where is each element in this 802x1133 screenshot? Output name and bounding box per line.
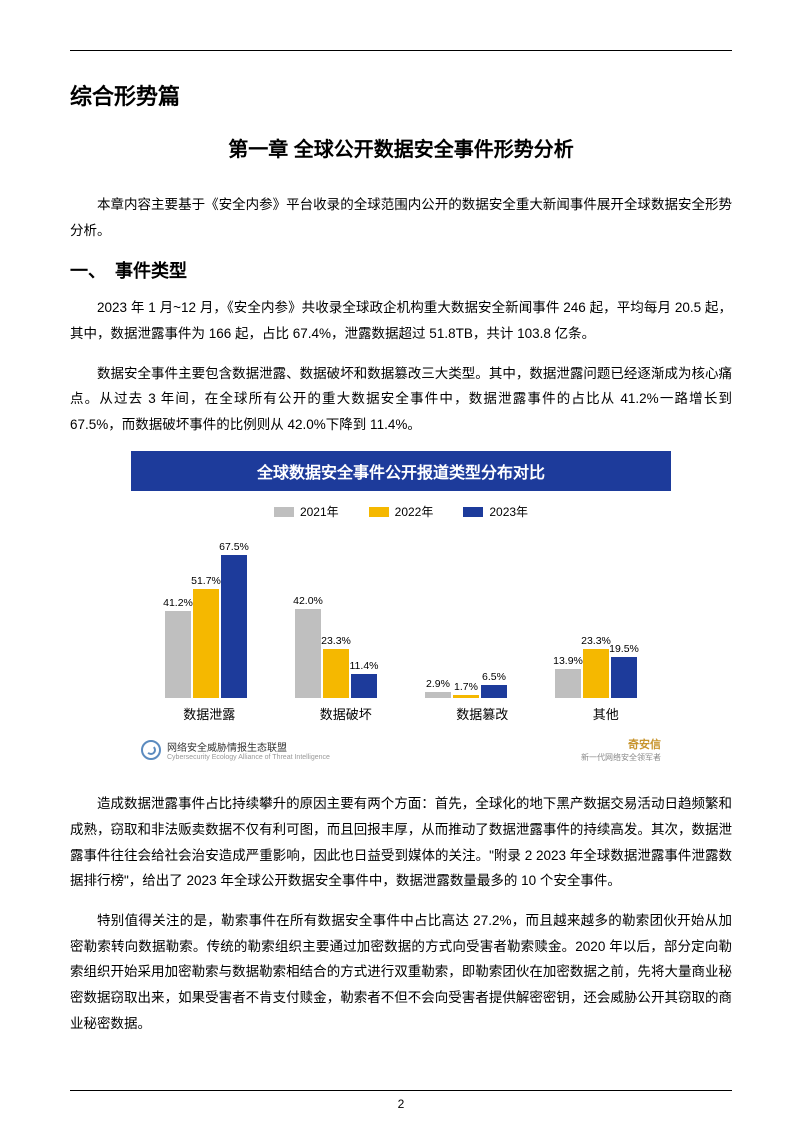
bar-value-label: 67.5% bbox=[219, 541, 249, 553]
legend-label: 2022年 bbox=[395, 503, 434, 520]
bar-value-label: 19.5% bbox=[609, 643, 639, 655]
footer-org-name: 网络安全威胁情报生态联盟 bbox=[167, 739, 330, 754]
bar-value-label: 11.4% bbox=[350, 660, 379, 672]
chart-container: 全球数据安全事件公开报道类型分布对比 2021年 2022年 2023年 41.… bbox=[131, 451, 671, 773]
chapter-title: 第一章 全球公开数据安全事件形势分析 bbox=[70, 133, 732, 162]
chart-title: 全球数据安全事件公开报道类型分布对比 bbox=[131, 451, 671, 491]
horizontal-rule-top bbox=[70, 50, 732, 51]
bar-group: 2.9%1.7%6.5% bbox=[425, 685, 507, 699]
alliance-logo-icon bbox=[141, 740, 161, 760]
chart-legend: 2021年 2022年 2023年 bbox=[131, 491, 671, 528]
bar: 19.5% bbox=[611, 657, 637, 698]
bar: 42.0% bbox=[295, 609, 321, 698]
bar: 1.7% bbox=[453, 695, 479, 699]
legend-swatch bbox=[463, 507, 483, 517]
bar: 67.5% bbox=[221, 555, 247, 698]
bar-group: 42.0%23.3%11.4% bbox=[295, 609, 377, 698]
bar: 23.3% bbox=[583, 649, 609, 699]
chart-plot: 41.2%51.7%67.5%42.0%23.3%11.4%2.9%1.7%6.… bbox=[131, 528, 671, 728]
chart-footer-left: 网络安全威胁情报生态联盟 Cybersecurity Ecology Allia… bbox=[141, 739, 330, 761]
legend-label: 2021年 bbox=[300, 503, 339, 520]
bar: 13.9% bbox=[555, 669, 581, 699]
bar-value-label: 6.5% bbox=[482, 671, 506, 683]
bar-value-label: 42.0% bbox=[293, 595, 323, 607]
legend-item: 2022年 bbox=[369, 503, 434, 520]
para-ransom: 特别值得关注的是，勒索事件在所有数据安全事件中占比高达 27.2%，而且越来越多… bbox=[70, 908, 732, 1036]
section-title: 综合形势篇 bbox=[70, 79, 732, 111]
heading-event-types: 一、 事件类型 bbox=[70, 257, 732, 283]
bar: 23.3% bbox=[323, 649, 349, 699]
footer-org-en: Cybersecurity Ecology Alliance of Threat… bbox=[167, 754, 330, 761]
bar: 41.2% bbox=[165, 611, 191, 699]
para-types: 数据安全事件主要包含数据泄露、数据破坏和数据篡改三大类型。其中，数据泄露问题已经… bbox=[70, 361, 732, 438]
axis-category-label: 数据篡改 bbox=[456, 704, 508, 723]
bar: 51.7% bbox=[193, 589, 219, 699]
bar: 6.5% bbox=[481, 685, 507, 699]
bar-value-label: 41.2% bbox=[163, 597, 193, 609]
intro-para: 本章内容主要基于《安全内参》平台收录的全球范围内公开的数据安全重大新闻事件展开全… bbox=[70, 192, 732, 243]
bar-value-label: 23.3% bbox=[321, 635, 351, 647]
legend-item: 2021年 bbox=[274, 503, 339, 520]
legend-item: 2023年 bbox=[463, 503, 528, 520]
bar-group: 41.2%51.7%67.5% bbox=[165, 555, 247, 698]
chart-footer: 网络安全威胁情报生态联盟 Cybersecurity Ecology Allia… bbox=[131, 728, 671, 773]
horizontal-rule-bottom bbox=[70, 1090, 732, 1091]
page-number: 2 bbox=[0, 1097, 802, 1111]
chart-footer-right: 奇安信 新一代网络安全领军者 bbox=[581, 736, 661, 763]
bar-value-label: 13.9% bbox=[553, 655, 583, 667]
bar-value-label: 23.3% bbox=[581, 635, 611, 647]
axis-category-label: 数据泄露 bbox=[183, 704, 235, 723]
bar-value-label: 51.7% bbox=[191, 575, 221, 587]
axis-category-label: 其他 bbox=[593, 704, 619, 723]
bar-value-label: 2.9% bbox=[426, 678, 450, 690]
qax-tagline: 新一代网络安全领军者 bbox=[581, 752, 661, 763]
qax-brand: 奇安信 bbox=[628, 739, 661, 751]
legend-label: 2023年 bbox=[489, 503, 528, 520]
legend-swatch bbox=[369, 507, 389, 517]
legend-swatch bbox=[274, 507, 294, 517]
para-stats: 2023 年 1 月~12 月，《安全内参》共收录全球政企机构重大数据安全新闻事… bbox=[70, 295, 732, 346]
bar: 11.4% bbox=[351, 674, 377, 698]
bar: 2.9% bbox=[425, 692, 451, 698]
para-causes: 造成数据泄露事件占比持续攀升的原因主要有两个方面：首先，全球化的地下黑产数据交易… bbox=[70, 791, 732, 894]
bar-group: 13.9%23.3%19.5% bbox=[555, 649, 637, 699]
bar-value-label: 1.7% bbox=[454, 681, 478, 693]
axis-category-label: 数据破坏 bbox=[320, 704, 372, 723]
